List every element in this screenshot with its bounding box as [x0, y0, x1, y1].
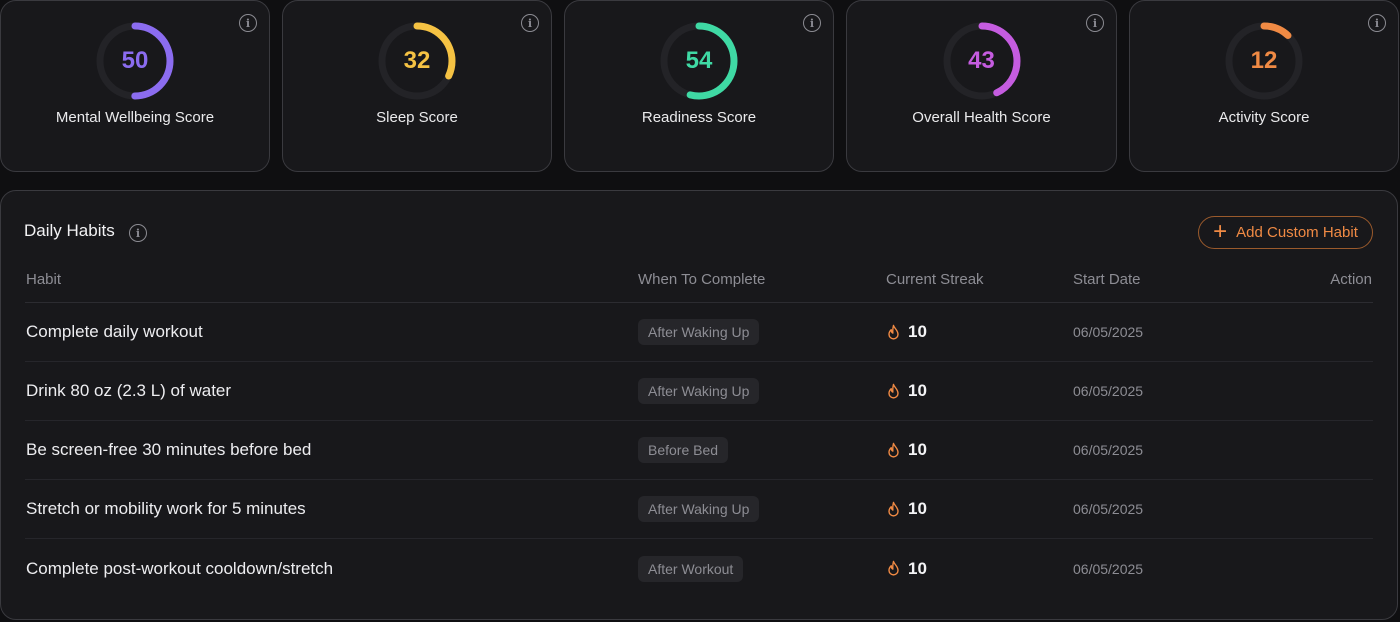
start-date: 06/05/2025: [1073, 324, 1144, 340]
table-header: Habit When To Complete Current Streak St…: [25, 271, 1373, 303]
score-card-activity: i 12 Activity Score: [1129, 0, 1399, 172]
streak: 10: [886, 322, 927, 342]
gauge-arc: [378, 22, 456, 100]
score-cards: i 50 Mental Wellbeing Score i 32 Sleep S…: [0, 0, 1400, 172]
start-date: 06/05/2025: [1073, 383, 1144, 399]
score-value: 50: [121, 47, 149, 74]
table-row[interactable]: Complete daily workout After Waking Up 1…: [25, 303, 1373, 362]
add-custom-habit-label: Add Custom Habit: [1236, 224, 1358, 241]
habit-name: Complete daily workout: [26, 322, 203, 341]
info-icon[interactable]: i: [129, 224, 147, 242]
streak: 10: [886, 381, 927, 401]
score-value: 32: [403, 47, 431, 74]
habit-name: Complete post-workout cooldown/stretch: [26, 558, 334, 578]
score-card-mental-wellbeing: i 50 Mental Wellbeing Score: [0, 0, 270, 172]
score-value: 12: [1250, 47, 1278, 74]
score-value: 54: [685, 47, 713, 74]
score-label: Sleep Score: [376, 109, 458, 126]
table-row[interactable]: Complete post-workout cooldown/stretch A…: [25, 539, 1373, 598]
info-icon[interactable]: i: [521, 14, 539, 32]
streak-value: 10: [908, 499, 927, 518]
flame-icon: [888, 324, 899, 340]
habit-name: Drink 80 oz (2.3 L) of water: [26, 381, 232, 400]
streak: 10: [886, 559, 927, 579]
flame-icon: [888, 442, 899, 458]
streak-value: 10: [908, 558, 927, 578]
info-icon[interactable]: i: [1368, 14, 1386, 32]
flame-icon: [888, 560, 899, 576]
flame-icon: [888, 501, 899, 517]
column-header-action: Action: [1330, 271, 1372, 288]
score-value: 43: [968, 47, 995, 74]
gauge-arc: [943, 22, 1020, 100]
info-icon[interactable]: i: [803, 14, 821, 32]
when-chip: After Waking Up: [638, 496, 760, 522]
table-row[interactable]: Be screen-free 30 minutes before bed Bef…: [25, 421, 1373, 480]
gauge-arc: [1225, 22, 1303, 100]
info-icon[interactable]: i: [239, 14, 257, 32]
when-chip: Before Bed: [638, 437, 729, 463]
streak: 10: [886, 440, 927, 460]
gauge-arc: [660, 22, 738, 100]
streak-value: 10: [908, 440, 927, 459]
table-row[interactable]: Stretch or mobility work for 5 minutes A…: [25, 480, 1373, 539]
when-chip: After Waking Up: [638, 319, 760, 345]
score-card-sleep: i 32 Sleep Score: [282, 0, 552, 172]
streak-value: 10: [908, 381, 927, 400]
when-chip: After Waking Up: [638, 378, 760, 404]
score-gauge: 32: [377, 21, 457, 101]
score-card-overall-health: i 43 Overall Health Score: [846, 0, 1117, 172]
when-chip: After Workout: [638, 555, 744, 582]
start-date: 06/05/2025: [1073, 560, 1144, 577]
score-label: Activity Score: [1218, 109, 1310, 126]
habit-name: Stretch or mobility work for 5 minutes: [26, 499, 306, 518]
score-label: Mental Wellbeing Score: [55, 109, 215, 126]
daily-habits-panel: Daily Habits i + Add Custom Habit Habit …: [0, 190, 1398, 620]
column-header-when: When To Complete: [638, 271, 766, 288]
column-header-start-date: Start Date: [1073, 271, 1141, 288]
column-header-habit: Habit: [26, 271, 62, 288]
score-gauge: 54: [659, 21, 739, 101]
habits-title: Daily Habits: [24, 221, 115, 240]
score-gauge: 50: [95, 21, 175, 101]
score-gauge: 43: [942, 21, 1022, 101]
add-custom-habit-button[interactable]: + Add Custom Habit: [1198, 216, 1373, 249]
flame-icon: [888, 383, 899, 399]
gauge-arc: [96, 22, 174, 100]
table-row[interactable]: Drink 80 oz (2.3 L) of water After Wakin…: [25, 362, 1373, 421]
habit-name: Be screen-free 30 minutes before bed: [26, 440, 312, 459]
start-date: 06/05/2025: [1073, 442, 1144, 458]
column-header-streak: Current Streak: [886, 271, 984, 288]
score-label: Overall Health Score: [912, 109, 1051, 126]
streak-value: 10: [908, 322, 927, 341]
score-label: Readiness Score: [641, 109, 757, 126]
info-icon[interactable]: i: [1086, 14, 1104, 32]
score-card-readiness: i 54 Readiness Score: [564, 0, 834, 172]
score-gauge: 12: [1224, 21, 1304, 101]
plus-icon: +: [1213, 217, 1228, 245]
start-date: 06/05/2025: [1073, 501, 1144, 517]
streak: 10: [886, 499, 927, 519]
